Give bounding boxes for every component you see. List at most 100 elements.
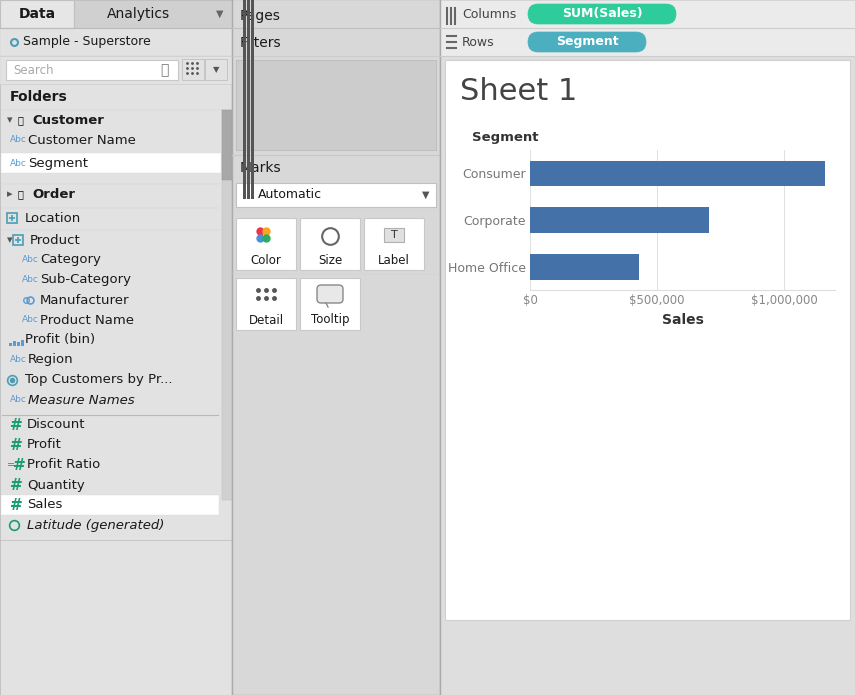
Text: 📁: 📁 [18,115,24,125]
Text: Sample - Superstore: Sample - Superstore [23,35,150,49]
Text: Abc: Abc [10,356,27,364]
Text: ▼: ▼ [422,190,430,200]
Text: Location: Location [25,211,81,224]
FancyBboxPatch shape [222,110,232,500]
Text: Profit Ratio: Profit Ratio [27,459,100,471]
FancyBboxPatch shape [232,0,440,695]
Text: Marks: Marks [240,161,281,175]
Text: Detail: Detail [249,313,284,327]
Text: Analytics: Analytics [106,7,169,21]
Text: Manufacturer: Manufacturer [40,293,129,306]
Text: Customer Name: Customer Name [28,133,136,147]
FancyBboxPatch shape [300,218,360,270]
Text: Abc: Abc [10,395,27,404]
Text: Segment: Segment [472,131,539,145]
Text: Latitude (generated): Latitude (generated) [27,518,164,532]
Bar [16,342,20,346]
FancyBboxPatch shape [236,218,296,270]
Text: Segment: Segment [28,156,88,170]
Text: Abc: Abc [10,158,27,167]
Text: Discount: Discount [27,418,86,432]
Bar [530,254,640,279]
Text: Quantity: Quantity [27,478,85,491]
Text: ▼: ▼ [213,65,219,74]
Text: Filters: Filters [240,36,281,50]
Text: Rows: Rows [462,35,495,49]
Text: ▼: ▼ [216,9,224,19]
Bar [21,340,23,346]
FancyBboxPatch shape [0,0,232,695]
Text: ▸: ▸ [7,189,13,199]
Text: Color: Color [251,254,281,266]
Bar [246,0,250,199]
Text: Search: Search [13,63,54,76]
Text: #: # [10,477,23,493]
Bar [530,207,710,233]
Text: Order: Order [32,188,75,200]
Text: #: # [10,418,23,432]
Text: Columns: Columns [462,8,516,20]
FancyBboxPatch shape [236,183,436,207]
FancyBboxPatch shape [440,0,855,695]
X-axis label: Sales: Sales [662,313,704,327]
FancyBboxPatch shape [1,153,221,173]
FancyBboxPatch shape [364,218,424,270]
FancyBboxPatch shape [0,28,232,56]
Text: ▾: ▾ [7,235,13,245]
Text: Data: Data [19,7,56,21]
FancyBboxPatch shape [445,60,850,620]
FancyBboxPatch shape [528,32,646,52]
Text: SUM(Sales): SUM(Sales) [562,8,642,20]
Text: Abc: Abc [22,256,38,265]
Text: =: = [7,460,15,470]
Bar [251,0,253,199]
Text: Customer: Customer [32,113,103,126]
FancyBboxPatch shape [440,28,855,56]
Text: Category: Category [40,254,101,266]
Text: Profit (bin): Profit (bin) [25,334,95,347]
Text: Segment: Segment [556,35,618,49]
FancyBboxPatch shape [236,60,436,150]
Text: #: # [10,498,23,512]
Text: T: T [391,230,398,240]
Text: ▾: ▾ [7,115,13,125]
FancyBboxPatch shape [6,60,178,80]
Bar [530,161,825,186]
FancyBboxPatch shape [300,278,360,330]
FancyBboxPatch shape [528,4,676,24]
Text: Top Customers by Pr...: Top Customers by Pr... [25,373,173,386]
FancyBboxPatch shape [222,110,232,180]
Text: Product: Product [30,234,80,247]
Text: #: # [10,437,23,452]
FancyBboxPatch shape [0,0,74,28]
Text: Tooltip: Tooltip [310,313,349,327]
Text: Pages: Pages [240,9,281,23]
Text: Label: Label [378,254,410,266]
Text: #: # [13,457,26,473]
FancyBboxPatch shape [0,56,232,84]
Text: Abc: Abc [10,136,27,145]
Text: Size: Size [318,254,342,266]
Text: Sub-Category: Sub-Category [40,274,131,286]
Text: Abc: Abc [22,275,38,284]
FancyBboxPatch shape [384,228,404,242]
Text: Abc: Abc [22,316,38,325]
Text: 📁: 📁 [18,189,24,199]
Text: Sales: Sales [27,498,62,512]
FancyBboxPatch shape [205,59,227,80]
FancyBboxPatch shape [182,59,204,80]
Bar [9,343,11,346]
FancyBboxPatch shape [1,495,219,515]
Text: ⌕: ⌕ [160,63,168,77]
Text: Sheet 1: Sheet 1 [460,78,577,106]
FancyBboxPatch shape [317,285,343,303]
Bar [13,341,15,346]
Text: Measure Names: Measure Names [28,393,134,407]
FancyBboxPatch shape [440,0,855,28]
Bar [243,0,245,199]
Text: Automatic: Automatic [258,188,322,202]
FancyBboxPatch shape [0,0,232,28]
FancyBboxPatch shape [236,278,296,330]
Text: Region: Region [28,354,74,366]
Text: Folders: Folders [10,90,68,104]
